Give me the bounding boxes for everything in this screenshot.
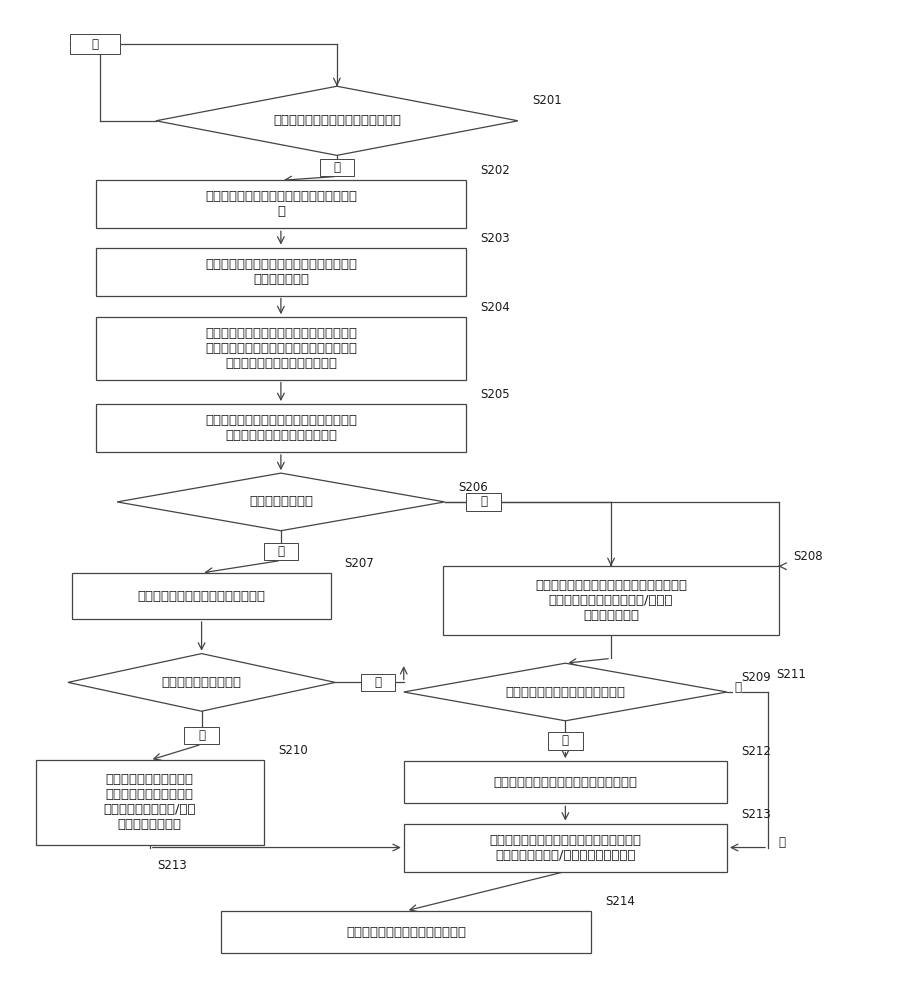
Text: 是: 是 [734, 681, 741, 694]
Polygon shape [156, 86, 518, 155]
Text: 所述应用处理器记录当前的位置信息: 所述应用处理器记录当前的位置信息 [137, 589, 266, 602]
FancyBboxPatch shape [95, 404, 466, 452]
Text: 内存访问错误的异常原因是否上报: 内存访问错误的异常原因是否上报 [506, 686, 625, 698]
Text: 否: 否 [562, 734, 568, 747]
Polygon shape [68, 654, 335, 711]
Text: 是: 是 [333, 161, 340, 174]
FancyBboxPatch shape [72, 573, 330, 619]
Text: S209: S209 [741, 671, 770, 684]
FancyBboxPatch shape [95, 317, 466, 380]
Text: 是: 是 [779, 836, 786, 849]
FancyBboxPatch shape [320, 159, 354, 176]
Text: 位置信息是否发生变化: 位置信息是否发生变化 [162, 676, 242, 689]
Text: S213: S213 [157, 859, 187, 872]
Text: S213: S213 [741, 808, 770, 821]
Text: 是: 是 [198, 729, 205, 742]
FancyBboxPatch shape [70, 34, 119, 54]
Text: S202: S202 [480, 164, 510, 177]
Text: 网络注册是否成功: 网络注册是否成功 [249, 495, 313, 508]
FancyBboxPatch shape [36, 760, 264, 845]
FancyBboxPatch shape [548, 732, 583, 750]
FancyBboxPatch shape [95, 248, 466, 296]
FancyBboxPatch shape [404, 824, 727, 872]
Polygon shape [404, 663, 727, 721]
Text: S203: S203 [480, 232, 510, 245]
Text: S212: S212 [741, 745, 770, 758]
Text: 将所述异常原因、所述当前的位置信息和日
志上报给网络侧和/或显示所述异常原因: 将所述异常原因、所述当前的位置信息和日 志上报给网络侧和/或显示所述异常原因 [489, 834, 641, 862]
Text: 是: 是 [277, 545, 285, 558]
Text: 所述应用处理器恢复所述支持的多个协议栈
中的默认协议栈开关状态和/或复位
所述调制解调器: 所述应用处理器恢复所述支持的多个协议栈 中的默认协议栈开关状态和/或复位 所述调… [535, 579, 687, 622]
Text: S207: S207 [345, 557, 374, 570]
FancyBboxPatch shape [466, 493, 501, 511]
Text: 调制解调器是否检测到内存访问错误: 调制解调器是否检测到内存访问错误 [273, 114, 401, 127]
Text: S211: S211 [777, 668, 806, 681]
FancyBboxPatch shape [443, 566, 779, 635]
Text: 所述应用处理器关闭所述第一协议栈，以及
从所述调制解调器支持的多个协议栈中选择
除所述第一协议栈的第二协议栈: 所述应用处理器关闭所述第一协议栈，以及 从所述调制解调器支持的多个协议栈中选择 … [205, 327, 357, 370]
Text: S205: S205 [480, 388, 510, 401]
FancyBboxPatch shape [264, 543, 298, 560]
Text: 所述应用处理器处理本次异常结束: 所述应用处理器处理本次异常结束 [346, 926, 466, 938]
Text: 否: 否 [374, 676, 382, 689]
FancyBboxPatch shape [184, 727, 219, 744]
Polygon shape [117, 473, 445, 531]
Text: 所述应用处理器开启所述第二协议栈，并使
用所述第二协议栈进行网络注册: 所述应用处理器开启所述第二协议栈，并使 用所述第二协议栈进行网络注册 [205, 414, 357, 442]
Text: S204: S204 [480, 301, 510, 314]
Text: 所述应用处理器获取所述调制解调器当前使
用的第一协议栈: 所述应用处理器获取所述调制解调器当前使 用的第一协议栈 [205, 258, 357, 286]
FancyBboxPatch shape [361, 674, 395, 691]
Text: 否: 否 [92, 37, 98, 50]
Text: 获取所述内存访问错误的异常原因和日志: 获取所述内存访问错误的异常原因和日志 [493, 776, 638, 789]
Text: S201: S201 [532, 94, 561, 107]
Text: S208: S208 [793, 550, 823, 563]
FancyBboxPatch shape [95, 180, 466, 228]
Text: S210: S210 [277, 744, 308, 757]
Text: 所述应用处理器恢复所述
支持的多个协议栈中的默
认协议栈开关状态和/或复
位所述调制解调器: 所述应用处理器恢复所述 支持的多个协议栈中的默 认协议栈开关状态和/或复 位所述… [103, 773, 196, 831]
FancyBboxPatch shape [221, 911, 591, 953]
Text: S214: S214 [605, 895, 635, 908]
FancyBboxPatch shape [404, 761, 727, 803]
Text: 所述调制解调器指示应用处理器处理本次异
常: 所述调制解调器指示应用处理器处理本次异 常 [205, 190, 357, 218]
Text: S206: S206 [459, 481, 489, 494]
Text: 否: 否 [480, 495, 487, 508]
